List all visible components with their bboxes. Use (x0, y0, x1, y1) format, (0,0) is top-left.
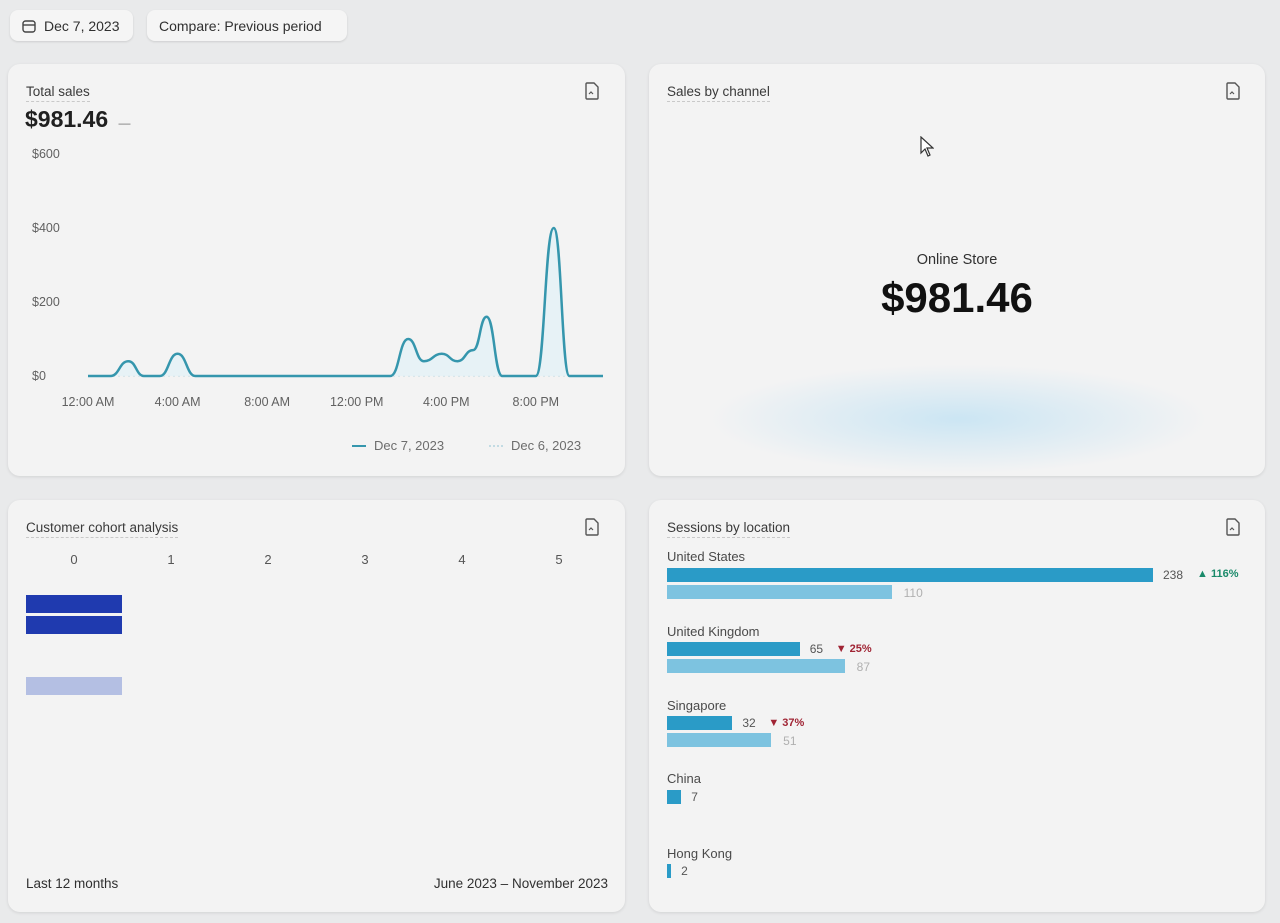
total-sales-card: Total sales $981.46 — $0 $200 $400 $600 12:0… (8, 64, 625, 476)
bar-current-us[interactable] (667, 568, 1153, 582)
value-previous-uk: 87 (856, 660, 870, 674)
channel-value: $981.46 (881, 274, 1033, 321)
cohort-card: Customer cohort analysis Last 12 months … (8, 500, 625, 912)
cohort-cell-dark-1 (26, 595, 122, 613)
x-tick-label: 8:00 AM (244, 395, 290, 409)
x-tick-label: 4:00 PM (423, 395, 470, 409)
total-sales-title[interactable]: Total sales (26, 84, 90, 102)
sessions-title[interactable]: Sessions by location (667, 520, 791, 538)
value-previous-singapore: 51 (783, 734, 797, 748)
bar-current-china[interactable] (667, 790, 682, 804)
value-current-singapore: 32 (742, 716, 756, 730)
value-current-hong-kong: 2 (681, 864, 688, 878)
x-tick-label: 12:00 PM (330, 395, 384, 409)
change-uk-value: 25% (849, 643, 872, 655)
calendar-icon (22, 19, 36, 33)
location-label-china: China (667, 771, 701, 786)
total-sales-chart: $0 $200 $400 $600 12:00 AM 4:00 AM 8:00 AM 12:0… (32, 147, 603, 409)
date-range-label: Dec 7, 2023 (44, 17, 120, 34)
y-tick-label: $0 (32, 369, 46, 383)
sales-by-channel-card: Sales by channel Online Store $981.46 (649, 64, 1265, 476)
change-singapore: ▼ 37% (768, 717, 805, 729)
export-file-icon[interactable] (584, 518, 600, 536)
cohort-footer-right: June 2023 – November 2023 (433, 876, 608, 891)
export-file-icon[interactable] (584, 82, 600, 100)
x-tick-label: 4:00 AM (155, 395, 201, 409)
y-tick-label: $600 (32, 147, 60, 161)
cohort-column-1: 1 (167, 552, 175, 567)
compare-period-button[interactable]: Compare: Previous period (147, 10, 347, 41)
cohort-cell-dark-2 (26, 616, 122, 634)
cohort-cell-light (26, 677, 122, 695)
value-previous-us: 110 (903, 586, 923, 600)
channel-name: Online Store (916, 252, 998, 268)
channel-glow (709, 364, 1209, 474)
total-sales-change: — (118, 116, 131, 130)
legend-previous: Dec 6, 2023 (489, 438, 581, 453)
cohort-footer-left: Last 12 months (26, 876, 119, 891)
bar-previous-singapore[interactable] (667, 733, 772, 747)
export-file-icon[interactable] (1225, 518, 1241, 536)
bar-previous-us[interactable] (667, 585, 892, 599)
value-current-us: 238 (1163, 568, 1184, 582)
compare-period-label: Compare: Previous period (159, 17, 322, 34)
date-range-button[interactable]: Dec 7, 2023 (10, 10, 133, 41)
bar-current-hong-kong[interactable] (667, 864, 672, 878)
cohort-title[interactable]: Customer cohort analysis (26, 520, 179, 538)
legend-previous-swatch (489, 444, 503, 447)
y-tick-label: $400 (32, 221, 60, 235)
sessions-by-location-card: Sessions by location United States 238 ▲… (649, 500, 1265, 912)
change-uk: ▼ 25% (835, 643, 872, 655)
cohort-column-3: 3 (361, 552, 369, 567)
location-label-uk: United Kingdom (667, 624, 760, 639)
change-us: ▲ 116% (1197, 568, 1239, 580)
value-current-china: 7 (691, 790, 698, 804)
x-tick-label: 8:00 PM (513, 395, 560, 409)
sales-by-channel-title[interactable]: Sales by channel (667, 84, 770, 102)
total-sales-value: $981.46 — (25, 106, 131, 133)
cohort-column-4: 4 (458, 552, 466, 567)
cohort-column-0: 0 (70, 552, 78, 567)
sales-area (88, 228, 603, 376)
change-us-value: 116% (1210, 568, 1239, 580)
legend-current: Dec 7, 2023 (352, 438, 444, 453)
value-current-uk: 65 (809, 642, 824, 656)
y-tick-label: $200 (32, 295, 60, 309)
legend-current-label: Dec 7, 2023 (374, 438, 445, 453)
bar-current-uk[interactable] (667, 642, 800, 656)
mouse-cursor-icon (920, 136, 934, 157)
export-file-icon[interactable] (1225, 82, 1241, 100)
cohort-column-5: 5 (555, 552, 563, 567)
x-tick-label: 12:00 AM (62, 395, 115, 409)
legend-current-swatch (352, 444, 366, 447)
location-label-hong-kong: Hong Kong (667, 846, 733, 861)
location-label-us: United States (667, 549, 746, 564)
legend-previous-label: Dec 6, 2023 (511, 438, 582, 453)
location-label-singapore: Singapore (667, 698, 727, 713)
total-sales-amount: $981.46 (25, 106, 109, 132)
bar-previous-uk[interactable] (667, 659, 845, 673)
cohort-column-2: 2 (264, 552, 272, 567)
change-singapore-value: 37% (782, 717, 805, 729)
sales-line-dec-7[interactable] (87, 226, 603, 378)
bar-current-singapore[interactable] (667, 716, 733, 730)
